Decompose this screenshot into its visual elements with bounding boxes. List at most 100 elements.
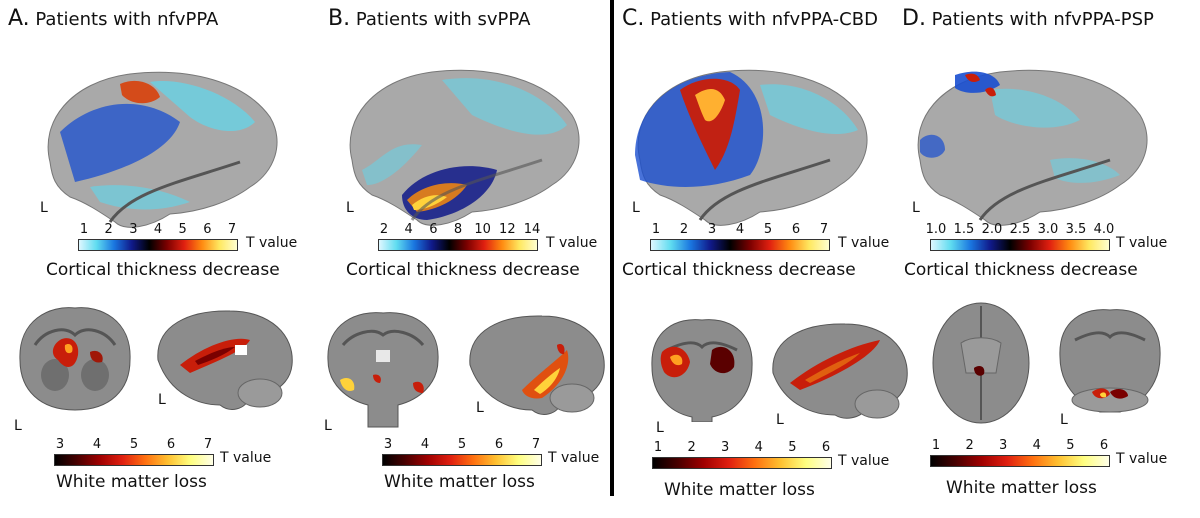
colorbar-tick-label: 4 — [1032, 438, 1041, 453]
ct-scale-b-ticks: 2 4 6 8 10 12 14 — [378, 222, 608, 238]
panel-a-letter: A. — [8, 6, 30, 31]
mri-axial-d — [926, 298, 1036, 428]
colorbar-tick-label: 4 — [420, 437, 430, 452]
colorbar-tick-label: 4 — [153, 222, 163, 237]
colorbar-tick-label: 3.0 — [1037, 222, 1059, 237]
wm-caption-c: White matter loss — [664, 480, 815, 500]
panel-b-title-text: Patients with svPPA — [355, 9, 531, 30]
panel-d-letter: D. — [902, 6, 926, 31]
panel-b-letter: B. — [328, 6, 351, 31]
wm-tvalue-label-b: T value — [548, 450, 600, 466]
colorbar-tick-label: 2.5 — [1009, 222, 1031, 237]
colorbar-tick-label: 3 — [707, 222, 717, 237]
panel-b-title: B. Patients with svPPA — [328, 6, 530, 31]
wm-scale-b: 3 4 5 6 7 T value — [382, 437, 612, 471]
colorbar-tick-label: 2 — [379, 222, 389, 237]
hemisphere-label-a-top: L — [40, 200, 48, 216]
wm-colorbar-b — [382, 454, 542, 466]
hemisphere-label-a-coronal: L — [14, 418, 22, 434]
mri-coronal-d — [1050, 302, 1170, 424]
ct-colorbar-b — [378, 239, 538, 251]
ct-scale-c-ticks: 1 2 3 4 5 6 7 — [650, 222, 890, 238]
colorbar-tick-label: 6 — [429, 222, 438, 237]
ct-scale-d: 1.0 1.5 2.0 2.5 3.0 3.5 4.0 T value — [926, 222, 1180, 256]
colorbar-tick-label: 2 — [965, 438, 974, 453]
brain-surface-c — [620, 60, 880, 230]
wm-tvalue-label-a: T value — [220, 450, 272, 466]
colorbar-tick-label: 12 — [499, 222, 516, 237]
colorbar-tick-label: 1 — [79, 222, 89, 237]
wm-scale-c-ticks: 1 2 3 4 5 6 — [652, 440, 902, 456]
hemisphere-label-b-coronal: L — [324, 418, 332, 434]
wm-caption-a: White matter loss — [56, 472, 207, 492]
panel-c-title-text: Patients with nfvPPA-CBD — [650, 9, 878, 30]
ct-colorbar-d — [930, 239, 1110, 251]
wm-scale-b-ticks: 3 4 5 6 7 — [382, 437, 612, 453]
brain-surface-d — [900, 60, 1160, 230]
colorbar-tick-label: 6 — [166, 437, 176, 452]
hemisphere-label-a-sagittal: L — [158, 392, 166, 408]
ct-tvalue-label-c: T value — [838, 235, 890, 251]
colorbar-tick-label: 7 — [227, 222, 237, 237]
colorbar-tick-label: 1 — [653, 440, 663, 455]
colorbar-tick-label: 3 — [999, 438, 1008, 453]
colorbar-tick-label: 6 — [203, 222, 212, 237]
colorbar-tick-label: 4 — [92, 437, 102, 452]
colorbar-tick-label: 10 — [474, 222, 491, 237]
ct-colorbar-a — [78, 239, 238, 251]
ct-caption-c: Cortical thickness decrease — [622, 260, 856, 280]
panel-d-title: D. Patients with nfvPPA-PSP — [902, 6, 1154, 31]
wm-scale-a: 3 4 5 6 7 T value — [54, 437, 294, 471]
panel-c-title: C. Patients with nfvPPA-CBD — [622, 6, 878, 31]
colorbar-tick-label: 7 — [531, 437, 541, 452]
wm-colorbar-c — [652, 457, 832, 469]
colorbar-tick-label: 1 — [651, 222, 661, 237]
ct-scale-b: 2 4 6 8 10 12 14 T value — [378, 222, 608, 256]
ct-tvalue-label-b: T value — [546, 235, 598, 251]
brain-surface-b — [332, 60, 592, 230]
ct-tvalue-label-a: T value — [246, 235, 298, 251]
colorbar-tick-label: 1 — [931, 438, 941, 453]
panel-c-letter: C. — [622, 6, 645, 31]
colorbar-tick-label: 4 — [735, 222, 745, 237]
wm-scale-a-ticks: 3 4 5 6 7 — [54, 437, 294, 453]
colorbar-tick-label: 2 — [104, 222, 113, 237]
colorbar-tick-label: 5 — [1066, 438, 1075, 453]
wm-colorbar-d — [930, 455, 1110, 467]
colorbar-tick-label: 4 — [754, 440, 763, 455]
colorbar-tick-label: 5 — [763, 222, 773, 237]
colorbar-tick-label: 6 — [1099, 438, 1109, 453]
colorbar-tick-label: 5 — [457, 437, 467, 452]
panel-a-title: A. Patients with nfvPPA — [8, 6, 218, 31]
hemisphere-label-c-coronal: L — [656, 420, 664, 436]
ct-scale-c: 1 2 3 4 5 6 7 T value — [650, 222, 890, 256]
ct-caption-a: Cortical thickness decrease — [46, 260, 280, 280]
colorbar-tick-label: 2 — [679, 222, 689, 237]
wm-scale-d-ticks: 1 2 3 4 5 6 — [930, 438, 1180, 454]
ct-caption-d: Cortical thickness decrease — [904, 260, 1138, 280]
mri-coronal-a — [10, 300, 140, 415]
wm-scale-d: 1 2 3 4 5 6 T value — [930, 438, 1180, 472]
wm-tvalue-label-d: T value — [1116, 451, 1168, 467]
colorbar-tick-label: 3 — [55, 437, 65, 452]
colorbar-tick-label: 3 — [383, 437, 393, 452]
mri-coronal-c — [642, 312, 762, 422]
colorbar-tick-label: 4.0 — [1093, 222, 1115, 237]
colorbar-tick-label: 3.5 — [1065, 222, 1087, 237]
wm-caption-b: White matter loss — [384, 472, 535, 492]
hemisphere-label-d-coronal: L — [1060, 412, 1068, 428]
colorbar-tick-label: 7 — [203, 437, 213, 452]
colorbar-tick-label: 1.5 — [953, 222, 975, 237]
ct-caption-b: Cortical thickness decrease — [346, 260, 580, 280]
wm-scale-c: 1 2 3 4 5 6 T value — [652, 440, 902, 474]
hemisphere-label-d-top: L — [912, 200, 920, 216]
colorbar-tick-label: 5 — [178, 222, 187, 237]
mri-sagittal-a — [150, 305, 300, 415]
hemisphere-label-c-sagittal: L — [776, 412, 784, 428]
ct-tvalue-label-d: T value — [1116, 235, 1168, 251]
colorbar-tick-label: 6 — [821, 440, 831, 455]
panel-d-title-text: Patients with nfvPPA-PSP — [931, 9, 1154, 30]
colorbar-tick-label: 3 — [129, 222, 138, 237]
